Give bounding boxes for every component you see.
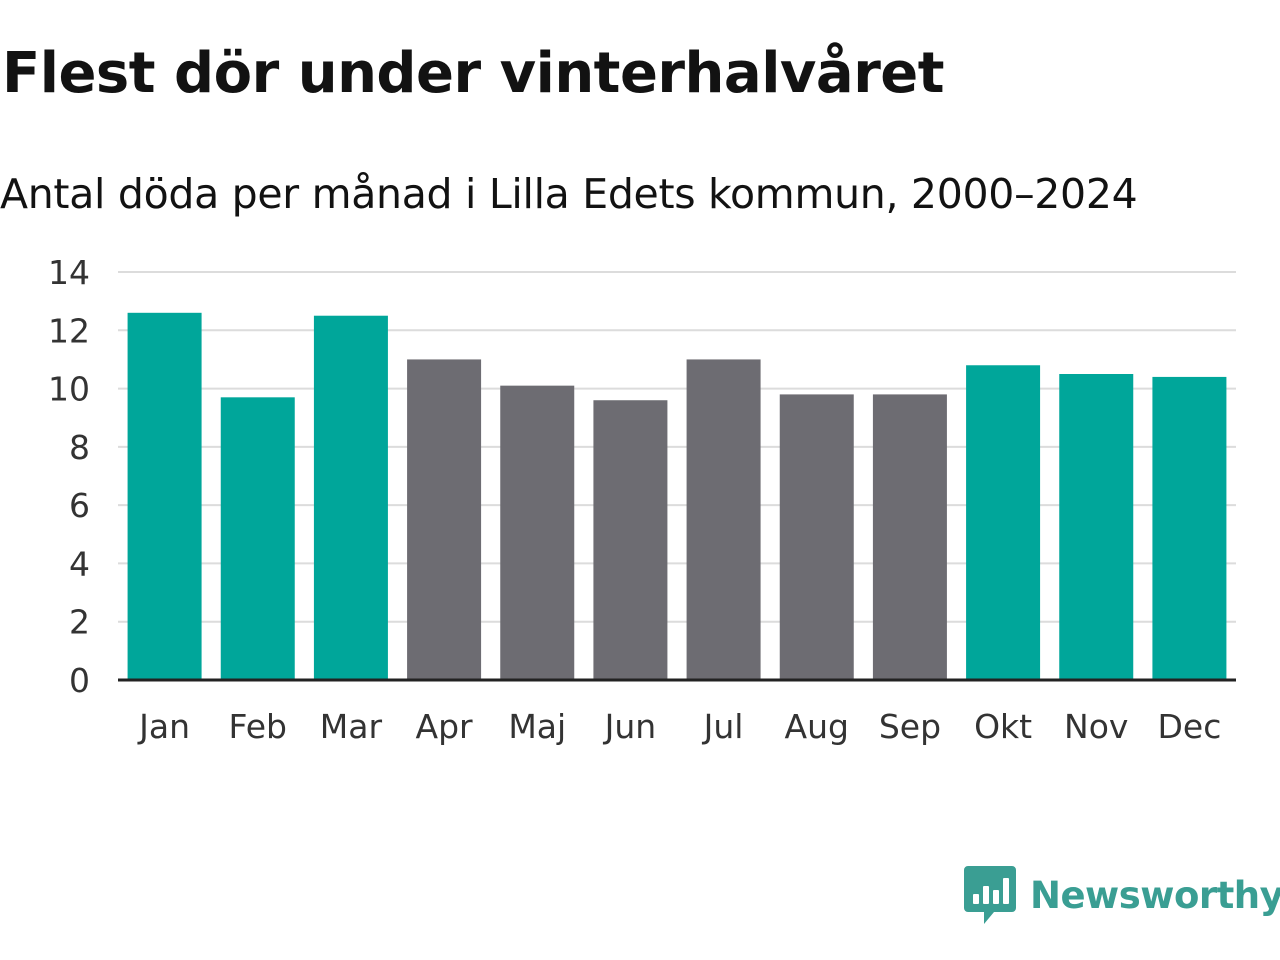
bar-apr — [407, 359, 482, 680]
bar-sep — [872, 394, 947, 680]
chart-title: Flest dör under vinterhalvåret — [2, 41, 945, 106]
x-axis-category-labels: Jan Feb Mar Apr Maj Jun Jul Aug Sep Okt Nov Dec — [137, 707, 1221, 746]
x-tick-label: Nov — [1064, 707, 1128, 746]
newsworthy-bar-chart-icon — [964, 866, 1016, 924]
y-tick-label: 10 — [48, 370, 90, 409]
y-axis-tick-labels: 0 2 4 6 8 10 12 14 — [48, 253, 90, 700]
y-tick-label: 0 — [69, 661, 90, 700]
bar-mar — [313, 315, 388, 680]
x-tick-label: Feb — [229, 707, 287, 746]
x-tick-label: Apr — [416, 707, 474, 746]
grid-lines — [118, 271, 1236, 623]
newsworthy-logo: Newsworthy — [964, 864, 1280, 928]
x-tick-label: Mar — [320, 707, 383, 746]
x-tick-label: Jul — [702, 707, 744, 746]
bar-maj — [500, 385, 575, 680]
bars — [127, 312, 1227, 680]
bar-jan — [127, 312, 202, 680]
y-tick-label: 2 — [69, 603, 90, 642]
x-tick-label: Sep — [879, 707, 941, 746]
x-tick-label: Jun — [603, 707, 657, 746]
bar-jun — [593, 400, 668, 680]
x-tick-label: Aug — [785, 707, 849, 746]
y-tick-label: 12 — [48, 311, 90, 350]
bar-nov — [1059, 374, 1134, 680]
y-tick-label: 6 — [69, 486, 90, 525]
y-tick-label: 4 — [69, 544, 90, 583]
y-tick-label: 14 — [48, 253, 90, 292]
bar-dec — [1152, 376, 1227, 680]
y-tick-label: 8 — [69, 428, 90, 467]
bar-okt — [966, 365, 1041, 680]
newsworthy-wordmark: Newsworthy — [1030, 874, 1280, 917]
bar-aug — [779, 394, 854, 680]
x-tick-label: Okt — [974, 707, 1032, 746]
x-tick-label: Dec — [1157, 707, 1221, 746]
bar-feb — [220, 397, 295, 680]
bar-jul — [686, 359, 761, 680]
x-tick-label: Jan — [137, 707, 190, 746]
chart-subtitle: Antal döda per månad i Lilla Edets kommu… — [0, 170, 1138, 218]
x-tick-label: Maj — [508, 707, 566, 746]
